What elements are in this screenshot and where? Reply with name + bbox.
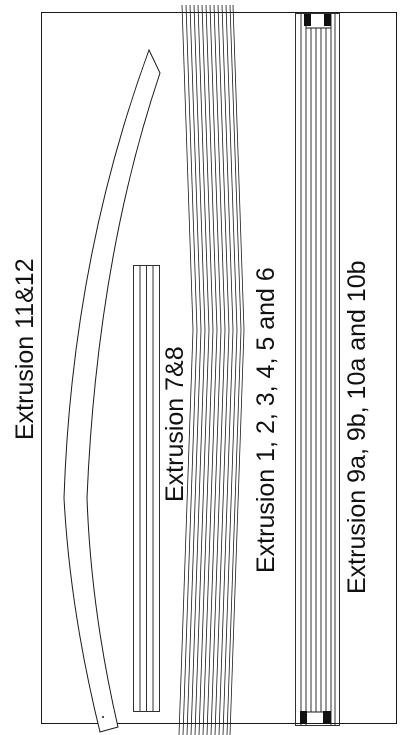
- extrusion-1-6-shape: [178, 4, 245, 735]
- extrusion-11-12-dot: [102, 716, 104, 718]
- extrusion-9-10-end-caps: [300, 14, 331, 724]
- extrusion-7-8-shape: [133, 265, 160, 712]
- extrusion-9-10-shape: [295, 13, 340, 726]
- extrusion-11-12-shape: [63, 48, 161, 733]
- label-extrusion-7-8: Extrusion 7&8: [161, 346, 189, 502]
- label-extrusion-11-12: Extrusion 11&12: [11, 258, 39, 440]
- label-extrusion-1-6: Extrusion 1, 2, 3, 4, 5 and 6: [252, 267, 280, 573]
- label-extrusion-9-10: Extrusion 9a, 9b, 10a and 10b: [343, 260, 371, 594]
